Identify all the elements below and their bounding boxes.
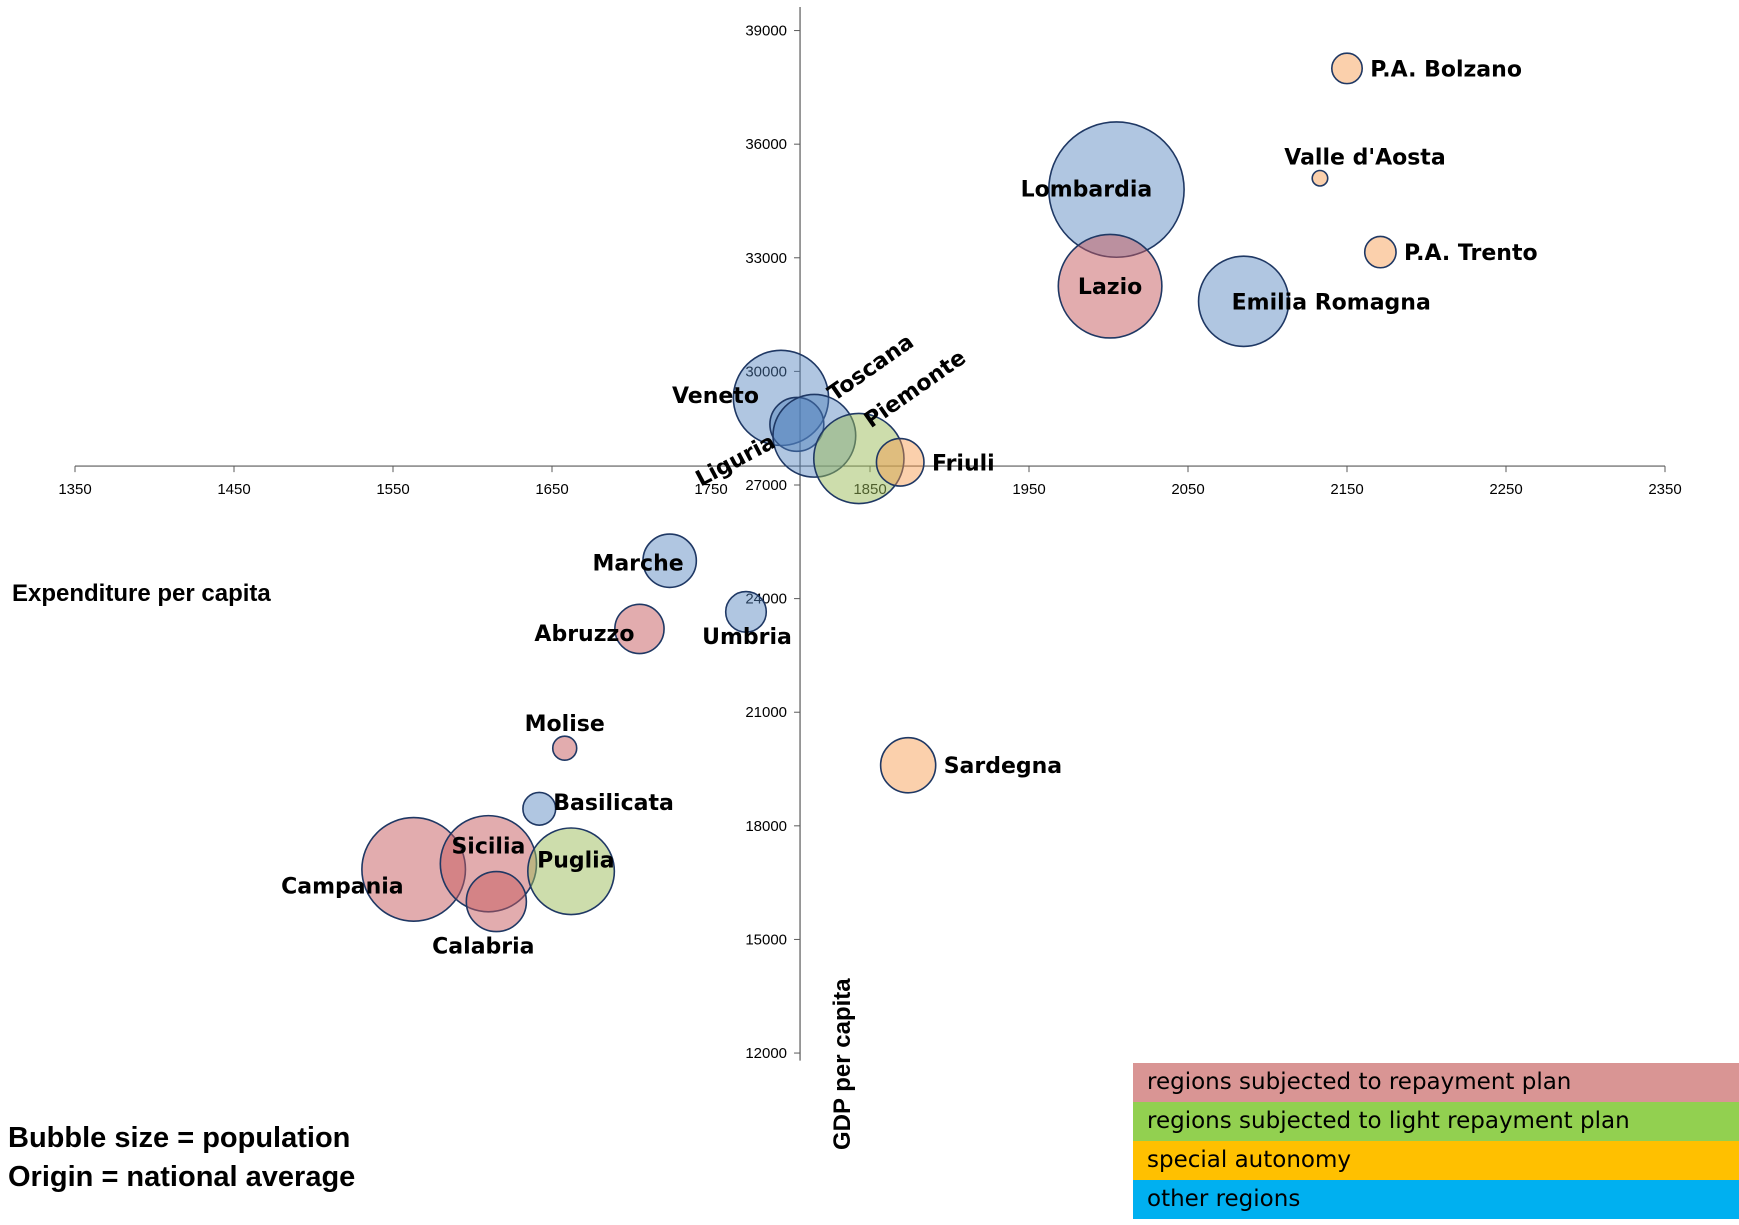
- legend-item-repayment: regions subjected to repayment plan: [1133, 1063, 1739, 1102]
- bubble-lazio: [1057, 233, 1163, 339]
- label-umbria: Umbria: [702, 625, 792, 650]
- label-basilicata: Basilicata: [553, 791, 674, 816]
- label-friuli: Friuli: [932, 451, 995, 476]
- label-lombardia: Lombardia: [1021, 178, 1153, 203]
- y-tick-label: 36000: [745, 136, 787, 153]
- label-valle-d-aosta: Valle d'Aosta: [1284, 145, 1445, 170]
- label-lazio: Lazio: [1078, 275, 1142, 300]
- y-tick-label: 18000: [745, 818, 787, 835]
- y-tick-label: 30000: [745, 363, 787, 380]
- x-tick-label: 1650: [535, 481, 568, 498]
- y-tick-label: 39000: [745, 23, 787, 40]
- label-puglia: Puglia: [537, 848, 614, 873]
- x-tick-label: 2050: [1171, 481, 1204, 498]
- x-tick-label: 1450: [217, 481, 250, 498]
- origin-note: Origin = national average: [8, 1161, 356, 1193]
- y-tick-label: 15000: [745, 931, 787, 948]
- x-tick-label: 1550: [376, 481, 409, 498]
- legend: regions subjected to repayment plan regi…: [1133, 1063, 1739, 1219]
- label-sardegna: Sardegna: [944, 754, 1062, 779]
- legend-item-special-autonomy: special autonomy: [1133, 1141, 1739, 1180]
- x-tick-label: 2350: [1648, 481, 1681, 498]
- label-sicilia: Sicilia: [451, 835, 525, 860]
- axes: 1350145015501650175018501950205021502250…: [58, 7, 1682, 1062]
- legend-item-other-regions: other regions: [1133, 1180, 1739, 1219]
- label-p-a-trento: P.A. Trento: [1404, 241, 1538, 266]
- bubble-size-note: Bubble size = population: [8, 1122, 351, 1154]
- bubble-friuli: [875, 437, 925, 487]
- label-molise: Molise: [525, 712, 605, 737]
- bubble-valle-d-aosta: [1311, 169, 1329, 187]
- bubble-calabria: [465, 870, 528, 933]
- legend-item-light-repayment: regions subjected to light repayment pla…: [1133, 1102, 1739, 1141]
- bubbles: [361, 52, 1397, 933]
- label-calabria: Calabria: [432, 935, 534, 960]
- y-tick-label: 27000: [745, 477, 787, 494]
- bubble-p-a-bolzano: [1330, 52, 1364, 85]
- bubble-abruzzo: [614, 603, 665, 655]
- x-tick-label: 2150: [1330, 481, 1363, 498]
- y-axis-title: GDP per capita: [829, 978, 856, 1150]
- x-tick-label: 1950: [1012, 481, 1045, 498]
- x-axis-title: Expenditure per capita: [12, 580, 271, 607]
- label-campania: Campania: [281, 874, 404, 899]
- x-tick-label: 1350: [58, 481, 91, 498]
- bubble-molise: [551, 735, 578, 761]
- y-tick-label: 12000: [745, 1045, 787, 1062]
- bubble-sardegna: [879, 736, 937, 794]
- y-tick-label: 21000: [745, 704, 787, 721]
- y-tick-label: 33000: [745, 250, 787, 267]
- label-veneto: Veneto: [672, 384, 759, 409]
- label-p-a-bolzano: P.A. Bolzano: [1370, 57, 1522, 82]
- bubble-umbria: [724, 590, 768, 633]
- bubble-marche: [642, 533, 698, 589]
- label-abruzzo: Abruzzo: [534, 622, 634, 647]
- label-marche: Marche: [592, 552, 683, 577]
- bubble-emilia-romagna: [1197, 255, 1290, 348]
- bubble-piemonte: [812, 412, 905, 505]
- x-tick-label: 2250: [1489, 481, 1522, 498]
- bubble-basilicata: [522, 791, 557, 826]
- label-emilia-romagna: Emilia Romagna: [1232, 290, 1431, 315]
- bubble-puglia: [527, 827, 616, 916]
- bubble-p-a-trento: [1363, 235, 1397, 269]
- x-tick-label: 1750: [694, 481, 727, 498]
